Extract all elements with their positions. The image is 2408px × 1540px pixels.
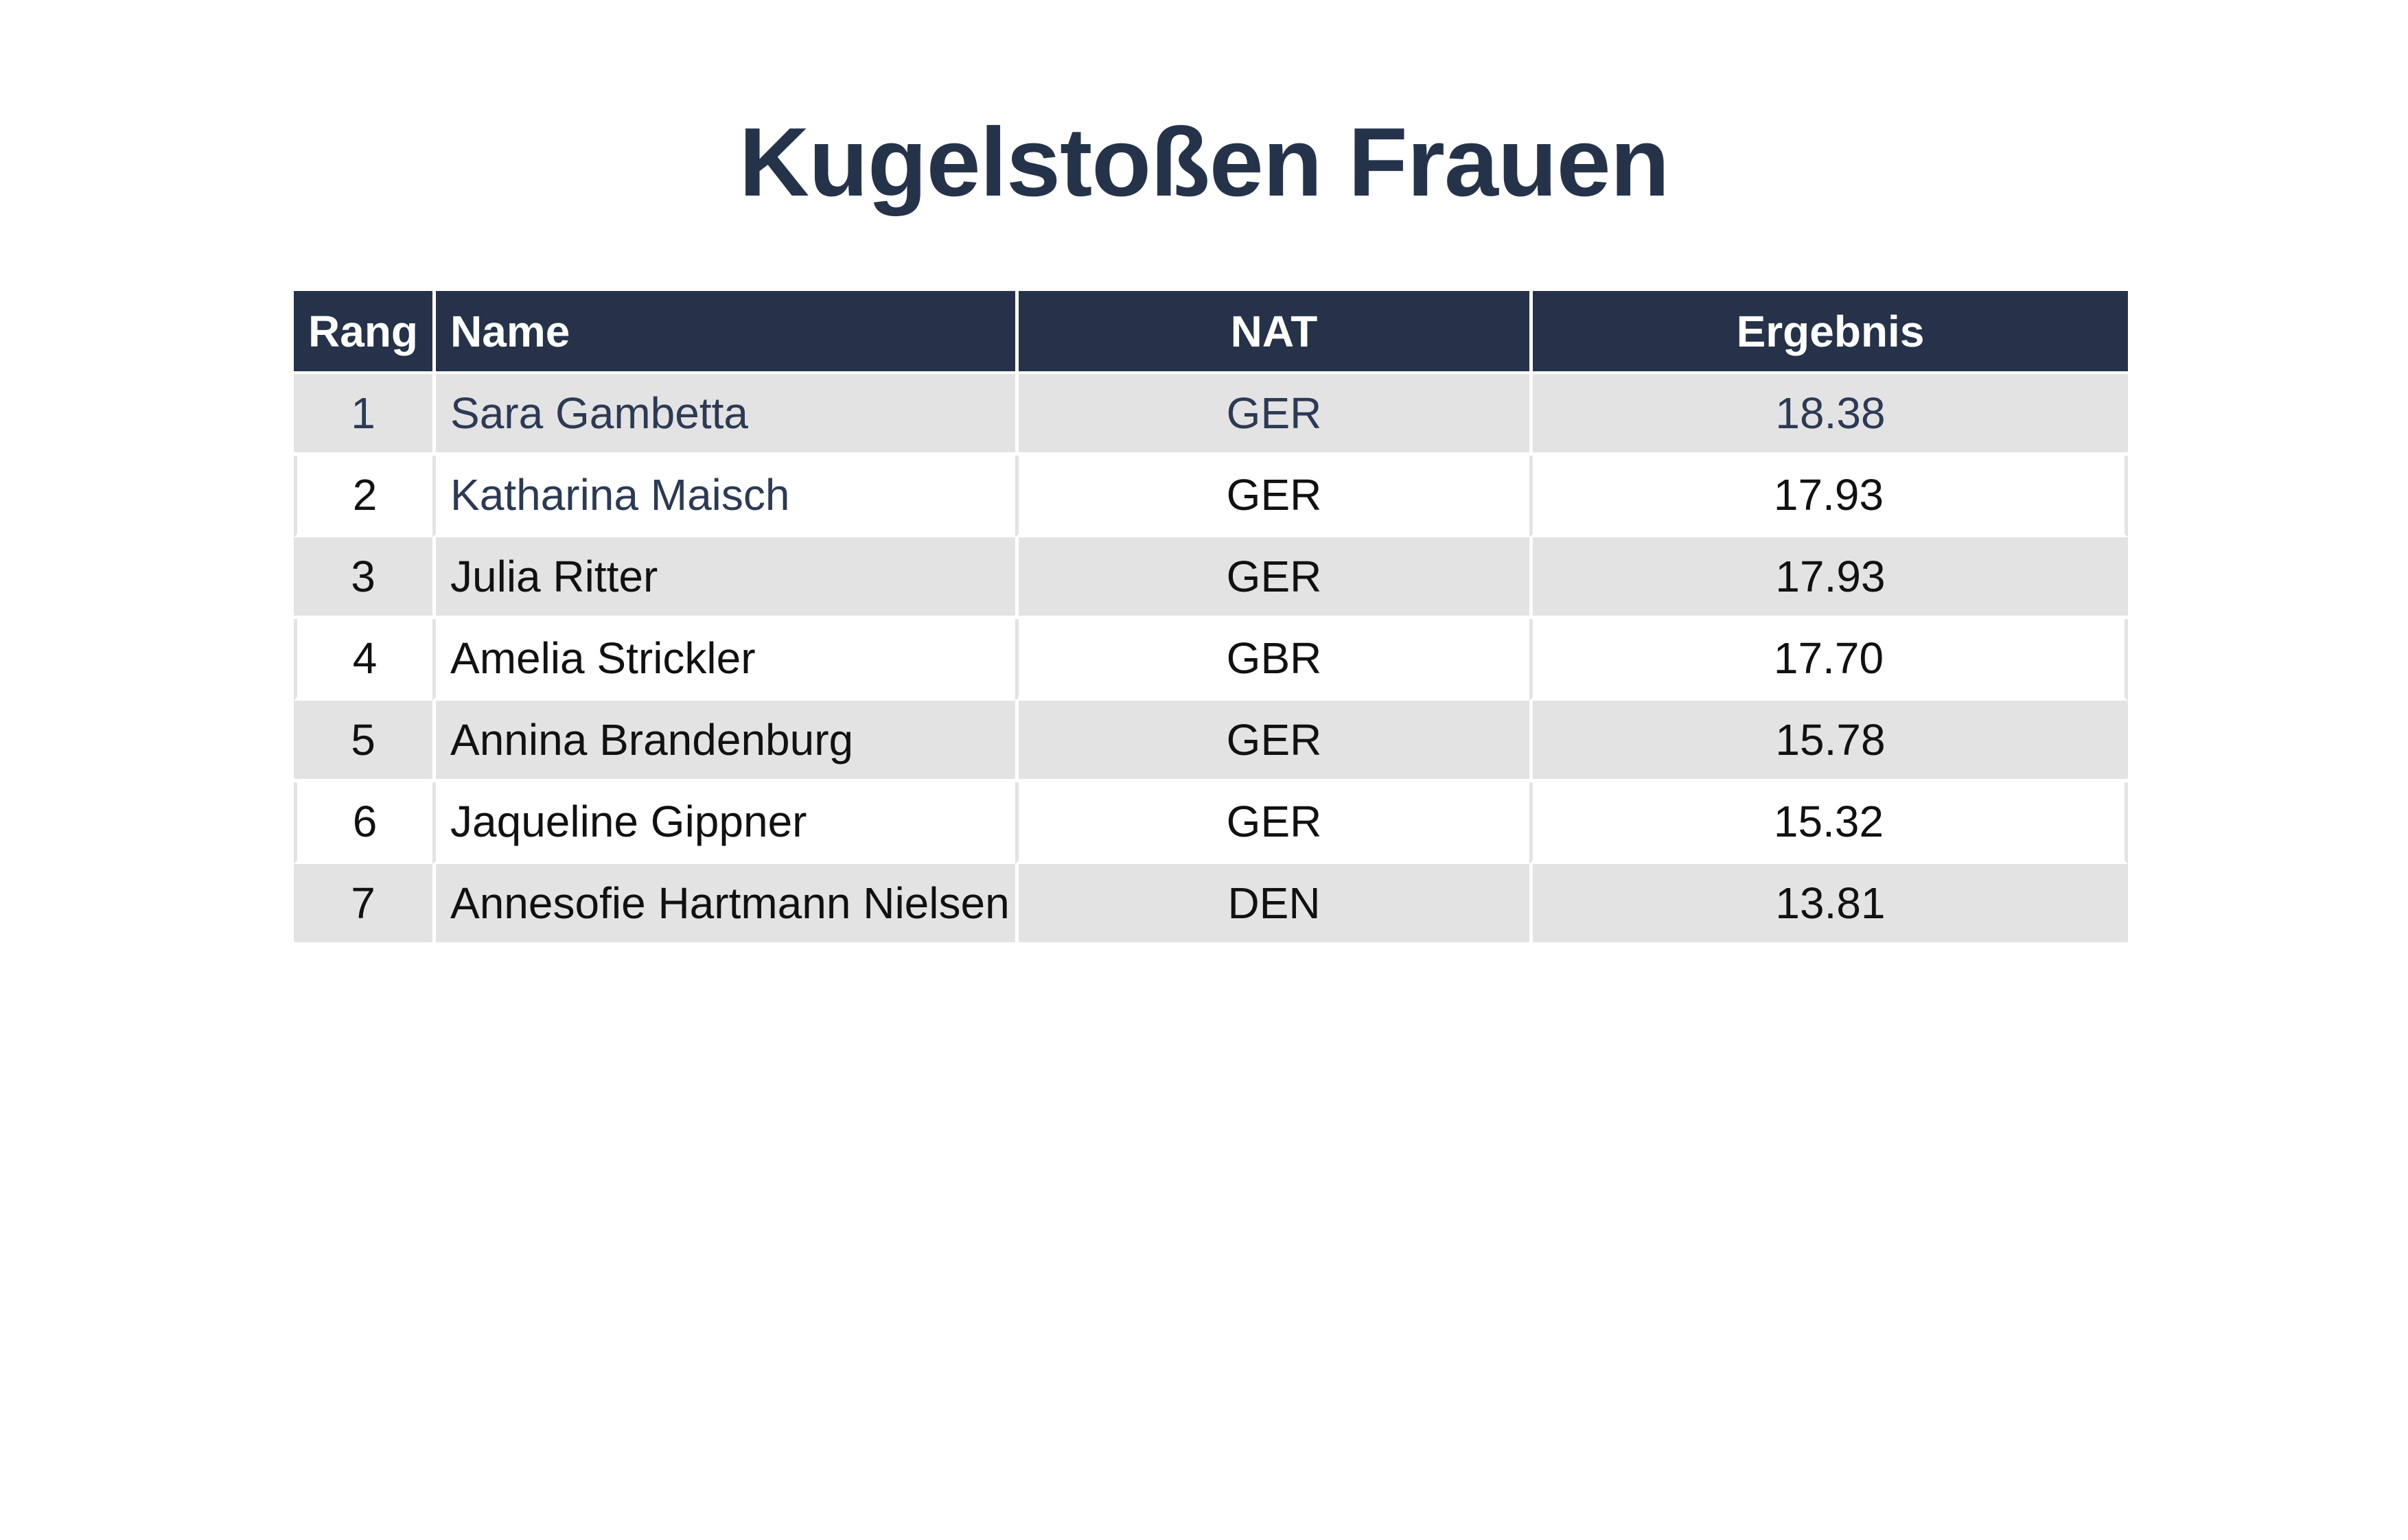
cell-nat: GBR — [1015, 619, 1529, 701]
cell-nat: GER — [1015, 374, 1529, 456]
cell-nat: GER — [1015, 456, 1529, 537]
cell-nat: GER — [1015, 537, 1529, 619]
cell-name: Sara Gambetta — [432, 374, 1015, 456]
cell-nat: GER — [1015, 701, 1529, 782]
table-row: 1 Sara Gambetta GER 18.38 — [294, 374, 2128, 456]
cell-rank: 3 — [294, 537, 432, 619]
cell-name: Katharina Maisch — [432, 456, 1015, 537]
cell-result: 13.81 — [1529, 864, 2128, 946]
table-row: 4 Amelia Strickler GBR 17.70 — [294, 619, 2128, 701]
cell-rank: 5 — [294, 701, 432, 782]
cell-rank: 4 — [294, 619, 432, 701]
cell-rank: 1 — [294, 374, 432, 456]
cell-rank: 2 — [294, 456, 432, 537]
table-row: 2 Katharina Maisch GER 17.93 — [294, 456, 2128, 537]
cell-name: Jaqueline Gippner — [432, 782, 1015, 864]
cell-name: Annina Brandenburg — [432, 701, 1015, 782]
cell-result: 17.93 — [1529, 456, 2128, 537]
header-name: Name — [432, 291, 1015, 374]
cell-result: 17.93 — [1529, 537, 2128, 619]
cell-nat: DEN — [1015, 864, 1529, 946]
header-result: Ergebnis — [1529, 291, 2128, 374]
header-nat: NAT — [1015, 291, 1529, 374]
cell-result: 15.78 — [1529, 701, 2128, 782]
cell-result: 15.32 — [1529, 782, 2128, 864]
cell-nat: GER — [1015, 782, 1529, 864]
table-row: 6 Jaqueline Gippner GER 15.32 — [294, 782, 2128, 864]
header-rank: Rang — [294, 291, 432, 374]
results-table: Rang Name NAT Ergebnis 1 Sara Gambetta G… — [294, 291, 2128, 946]
cell-name: Amelia Strickler — [432, 619, 1015, 701]
cell-rank: 7 — [294, 864, 432, 946]
cell-rank: 6 — [294, 782, 432, 864]
table-header-row: Rang Name NAT Ergebnis — [294, 291, 2128, 374]
table-row: 5 Annina Brandenburg GER 15.78 — [294, 701, 2128, 782]
table-row: 3 Julia Ritter GER 17.93 — [294, 537, 2128, 619]
table-row: 7 Annesofie Hartmann Nielsen DEN 13.81 — [294, 864, 2128, 946]
page-title: Kugelstoßen Frauen — [739, 108, 1670, 217]
cell-name: Julia Ritter — [432, 537, 1015, 619]
cell-name: Annesofie Hartmann Nielsen — [432, 864, 1015, 946]
cell-result: 18.38 — [1529, 374, 2128, 456]
cell-result: 17.70 — [1529, 619, 2128, 701]
